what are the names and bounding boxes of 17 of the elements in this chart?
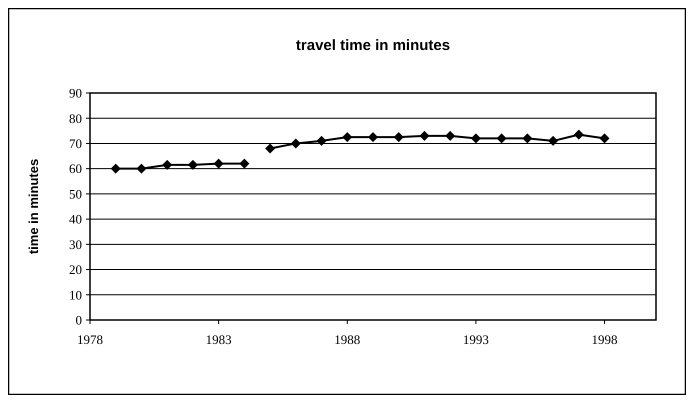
y-tick-label: 30	[69, 236, 82, 252]
y-tick-label: 20	[69, 262, 82, 278]
y-tick-label: 90	[69, 86, 82, 101]
chart-title: travel time in minutes	[296, 37, 450, 54]
y-tick-label: 70	[69, 136, 82, 151]
y-tick-label: 40	[69, 212, 82, 227]
y-tick-label: 0	[76, 312, 82, 328]
y-tick-label: 10	[69, 287, 82, 302]
y-tick-label: 60	[69, 161, 82, 176]
y-tick-label: 50	[69, 186, 82, 202]
y-tick-label: 80	[69, 110, 82, 126]
x-tick-label: 1993	[462, 332, 489, 347]
x-tick-label: 1978	[77, 332, 103, 347]
x-tick-label: 1983	[206, 332, 232, 347]
x-tick-label: 1998	[592, 332, 618, 347]
x-tick-label: 1988	[334, 332, 360, 347]
y-axis-title: time in minutes	[26, 158, 41, 254]
